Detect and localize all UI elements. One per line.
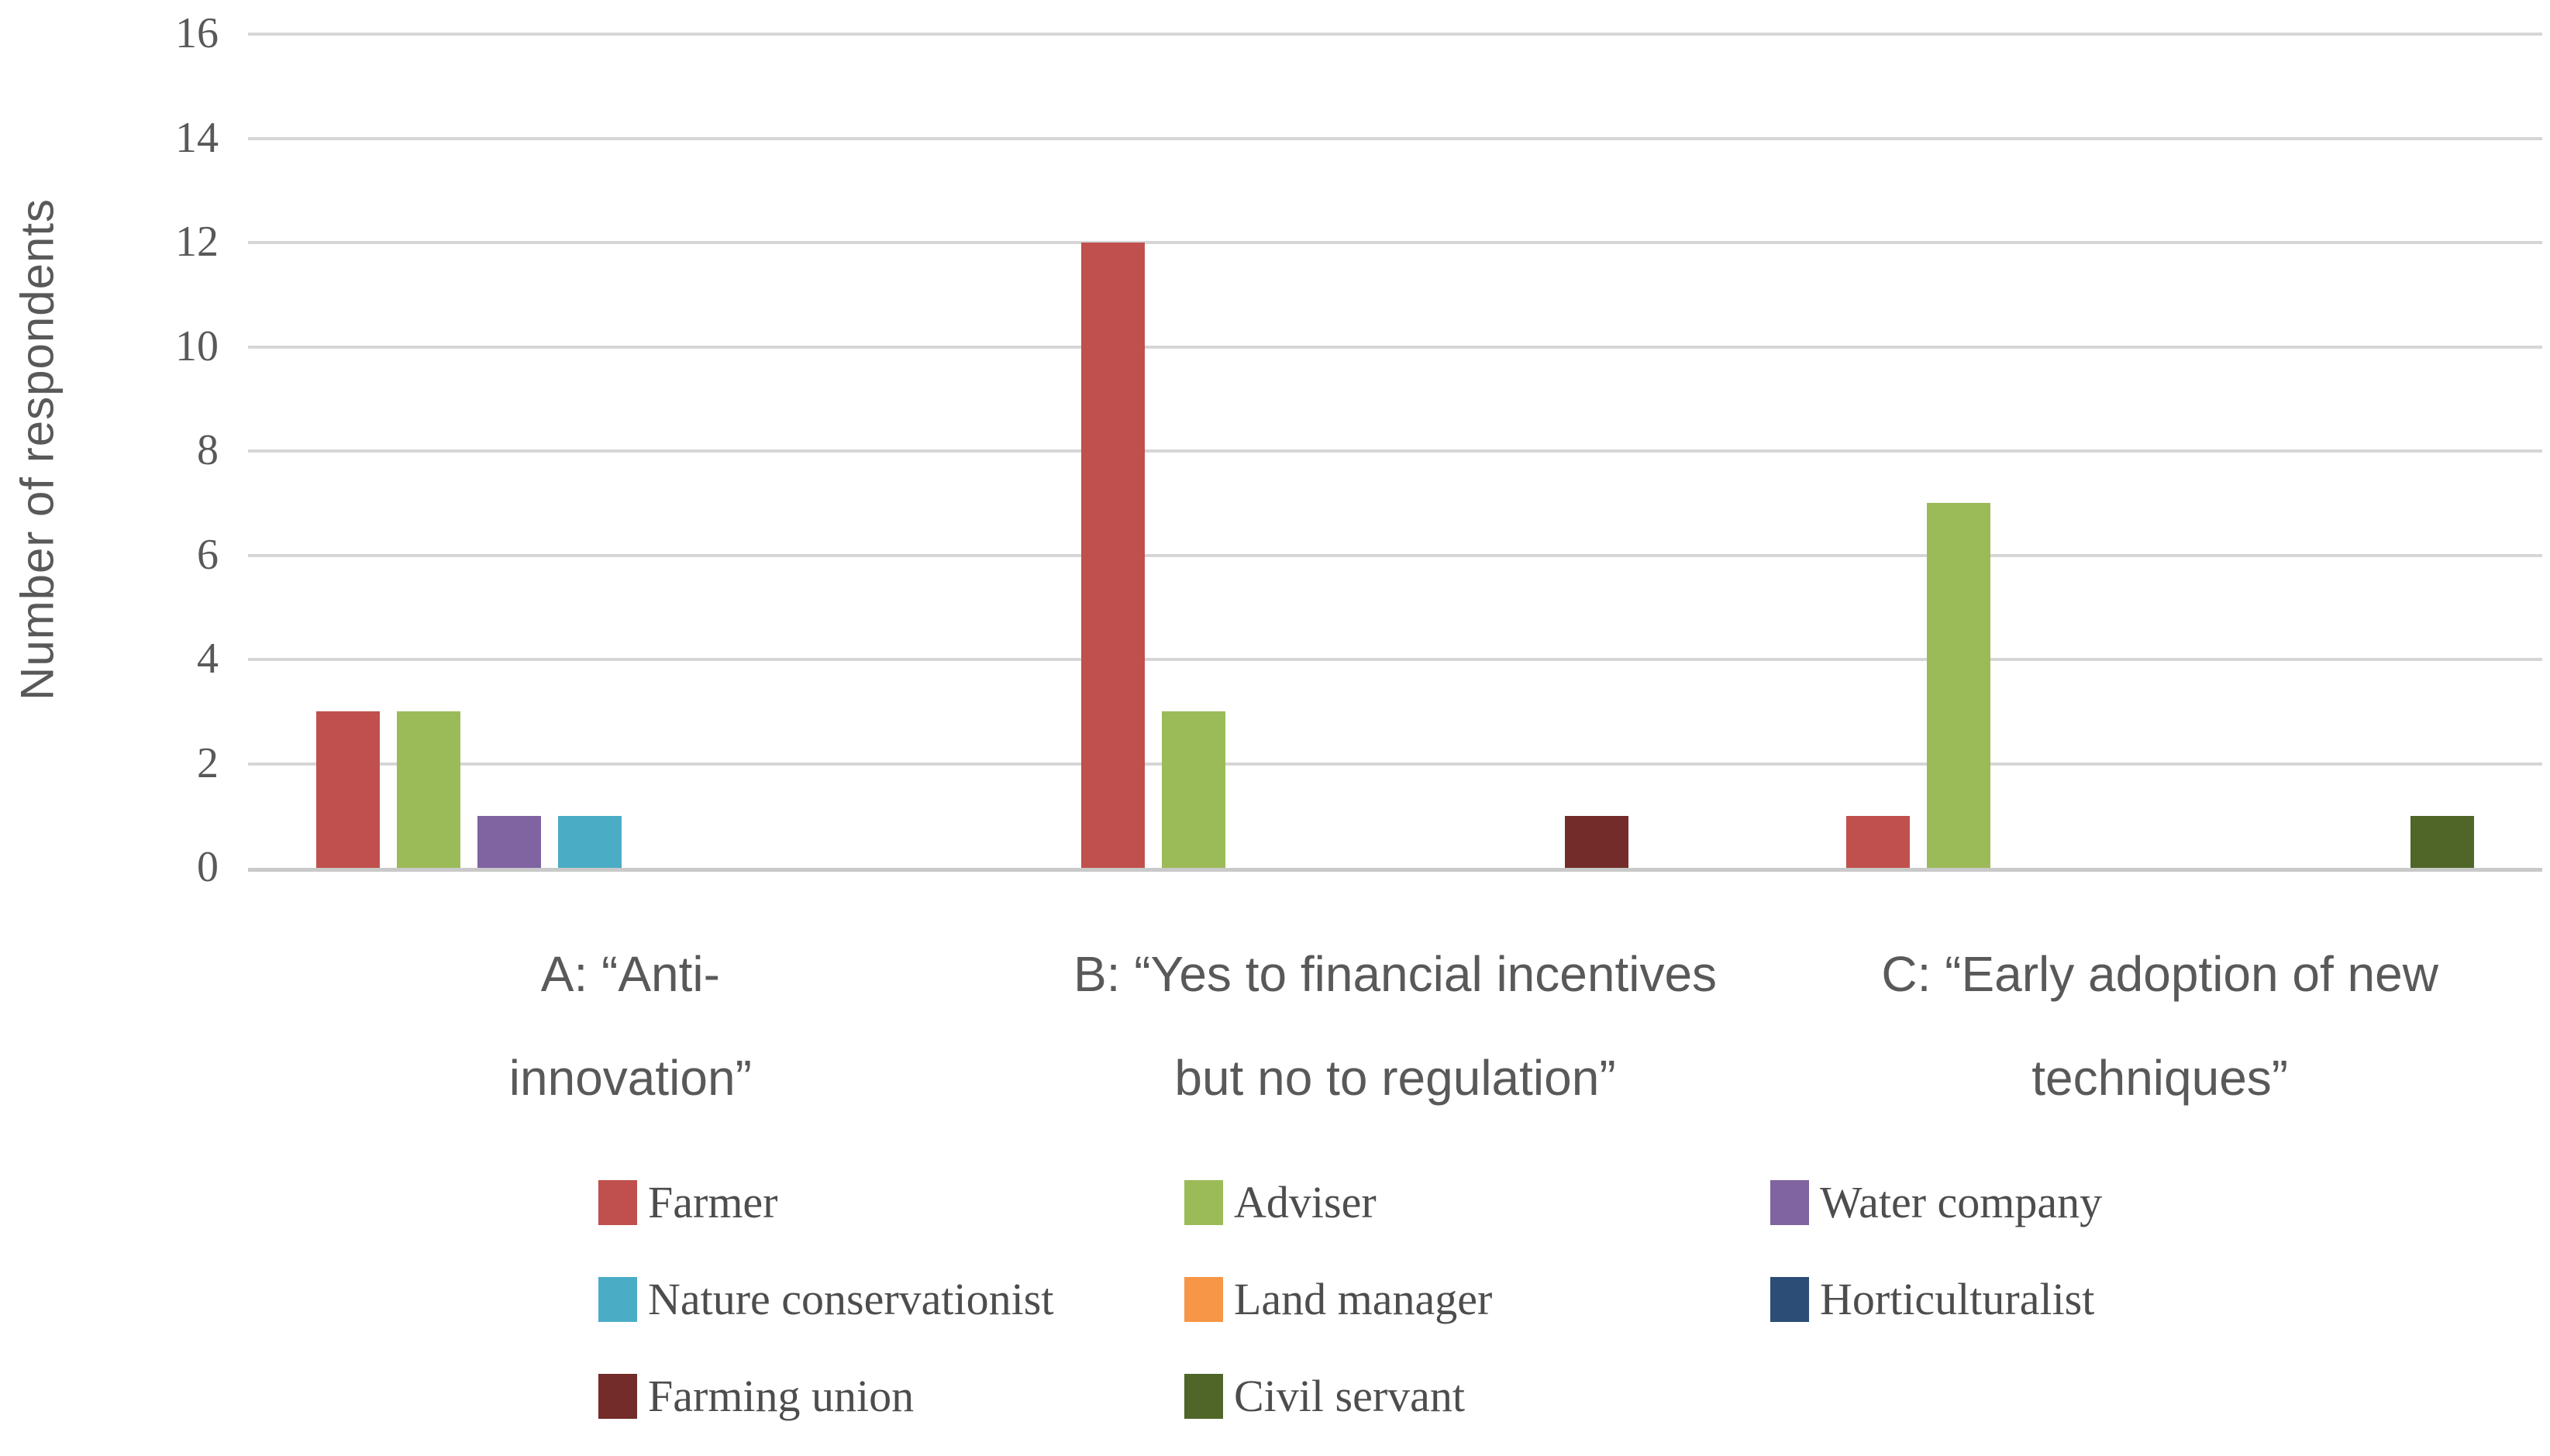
gridline — [248, 449, 2542, 453]
legend-item-water-company: Water company — [1770, 1176, 2356, 1228]
x-category-label-line: B: “Yes to financial incentives — [1073, 946, 1718, 1002]
legend-swatch-civil-servant — [1184, 1373, 1223, 1419]
legend-label: Civil servant — [1234, 1371, 1466, 1421]
legend-label: Farming union — [648, 1371, 915, 1421]
gridline — [248, 33, 2542, 36]
y-tick-label-8: 8 — [197, 426, 219, 474]
legend-item-nature-conservationist: Nature conservationist — [598, 1273, 1184, 1325]
legend-item-farmer: Farmer — [598, 1176, 1184, 1228]
gridline — [248, 241, 2542, 244]
bar-nature-conservationist-category-1 — [558, 816, 622, 868]
gridline — [248, 762, 2542, 766]
legend-swatch-farming-union — [598, 1373, 637, 1419]
legend-label: Land manager — [1234, 1274, 1493, 1324]
bar-farmer-category-1 — [316, 711, 381, 868]
legend-item-civil-servant: Civil servant — [1184, 1370, 1770, 1422]
y-tick-label-14: 14 — [175, 113, 219, 162]
legend-swatch-horticulturalist — [1770, 1276, 1809, 1322]
x-category-label-line: but no to regulation” — [1174, 1050, 1616, 1107]
legend-swatch-farmer — [598, 1179, 637, 1225]
legend-label: Nature conservationist — [648, 1274, 1054, 1324]
bar-farmer-category-3 — [1845, 816, 1910, 868]
plot-area — [248, 33, 2542, 872]
gridline — [248, 136, 2542, 140]
y-tick-label-10: 10 — [175, 322, 219, 370]
x-category-label-2: B: “Yes to financial incentives but no to… — [1013, 922, 1778, 1131]
x-category-label-3: C: “Early adoption of new techniques” — [1777, 922, 2542, 1131]
y-tick-label-2: 2 — [197, 738, 219, 787]
legend-label: Adviser — [1234, 1177, 1377, 1227]
legend-item-horticulturalist: Horticulturalist — [1770, 1273, 2356, 1325]
legend: Farmer Adviser Water company Nature conserv… — [598, 1176, 2356, 1422]
bar-farming-union-category-2 — [1565, 816, 1628, 868]
legend-item-adviser: Adviser — [1184, 1176, 1770, 1228]
legend-label: Horticulturalist — [1820, 1274, 2095, 1324]
legend-swatch-nature-conservationist — [598, 1276, 637, 1322]
x-category-label-1: A: “Anti-innovation” — [248, 922, 1013, 1131]
gridline — [248, 553, 2542, 557]
y-tick-label-12: 12 — [175, 218, 219, 266]
x-axis-line — [248, 868, 2542, 872]
bar-farmer-category-2 — [1081, 243, 1145, 868]
y-tick-label-16: 16 — [175, 9, 219, 57]
x-category-label-line: techniques” — [2031, 1050, 2289, 1107]
legend-swatch-land-manager — [1184, 1276, 1223, 1322]
y-tick-label-0: 0 — [197, 843, 219, 891]
bar-adviser-category-2 — [1162, 711, 1225, 868]
legend-swatch-water-company — [1770, 1179, 1809, 1225]
y-tick-label-4: 4 — [197, 635, 219, 683]
x-category-label-line: C: “Early adoption of new — [1881, 946, 2438, 1002]
gridline — [248, 345, 2542, 349]
bar-water-company-category-1 — [477, 816, 542, 868]
bar-adviser-category-3 — [1926, 503, 1990, 868]
legend-swatch-adviser — [1184, 1179, 1223, 1225]
y-tick-label-6: 6 — [197, 530, 219, 579]
x-category-label-line: A: “Anti- — [540, 946, 720, 1002]
legend-label: Farmer — [648, 1177, 778, 1227]
x-category-label-line: innovation” — [508, 1050, 752, 1107]
gridline — [248, 658, 2542, 661]
legend-label: Water company — [1820, 1177, 2103, 1227]
legend-item-farming-union: Farming union — [598, 1370, 1184, 1422]
bar-civil-servant-category-3 — [2410, 816, 2474, 868]
bar-adviser-category-1 — [397, 711, 461, 868]
legend-item-land-manager: Land manager — [1184, 1273, 1770, 1325]
